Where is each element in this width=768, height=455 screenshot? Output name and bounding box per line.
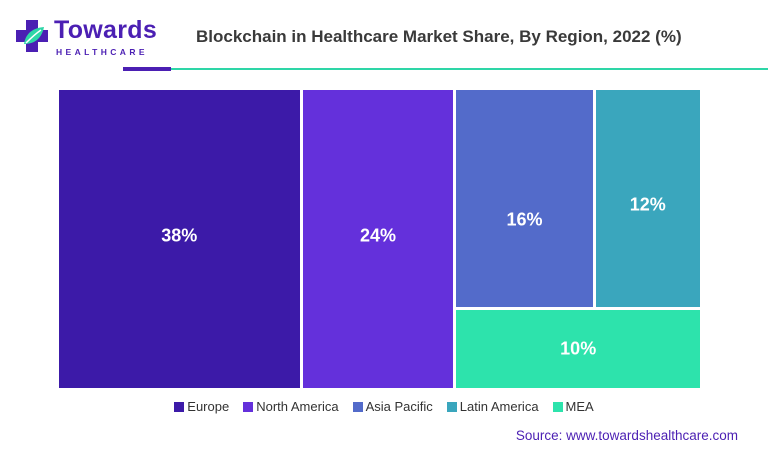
brand-subtitle: HEALTHCARE xyxy=(56,47,148,57)
legend-label-asia-pacific: Asia Pacific xyxy=(365,399,433,414)
treemap-tile-europe: 38% xyxy=(59,90,300,388)
treemap-tile-north-america: 24% xyxy=(302,90,454,388)
legend-item-europe: Europe xyxy=(174,399,229,414)
legend-swatch-europe xyxy=(174,401,185,412)
legend-swatch-asia-pacific xyxy=(352,401,363,412)
data-label-asia-pacific: 16% xyxy=(506,209,543,230)
chart-title: Blockchain in Healthcare Market Share, B… xyxy=(196,27,682,46)
legend-swatch-north-america xyxy=(243,401,254,412)
legend-label-north-america: North America xyxy=(256,399,339,414)
treemap-tile-latin-america: 12% xyxy=(595,90,700,307)
treemap-tile-asia-pacific: 16% xyxy=(456,90,593,307)
legend-swatch-mea xyxy=(552,401,563,412)
treemap-tile-mea: 10% xyxy=(456,309,700,388)
legend-item-mea: MEA xyxy=(552,399,594,414)
legend-label-mea: MEA xyxy=(565,399,594,414)
data-label-latin-america: 12% xyxy=(629,194,666,215)
header-divider xyxy=(123,68,768,70)
chart-legend: Europe North America Asia Pacific Latin Ame… xyxy=(0,399,768,414)
brand-name: Towards xyxy=(54,16,158,44)
legend-label-latin-america: Latin America xyxy=(459,399,539,414)
legend-item-north-america: North America xyxy=(243,399,339,414)
legend-item-asia-pacific: Asia Pacific xyxy=(352,399,433,414)
data-label-europe: 38% xyxy=(161,225,198,246)
legend-label-europe: Europe xyxy=(187,399,230,414)
treemap-plot: 38% 24% 16% 12% 10% xyxy=(59,90,700,388)
brand-logo: Towards HEALTHCARE xyxy=(14,14,184,58)
data-label-mea: 10% xyxy=(560,338,597,359)
legend-item-latin-america: Latin America xyxy=(446,399,539,414)
source-credit: Source: www.towardshealthcare.com xyxy=(515,428,738,443)
medical-cross-leaf-icon xyxy=(16,20,48,52)
legend-swatch-latin-america xyxy=(446,401,457,412)
header-divider-accent xyxy=(123,67,171,71)
data-label-north-america: 24% xyxy=(359,225,396,246)
